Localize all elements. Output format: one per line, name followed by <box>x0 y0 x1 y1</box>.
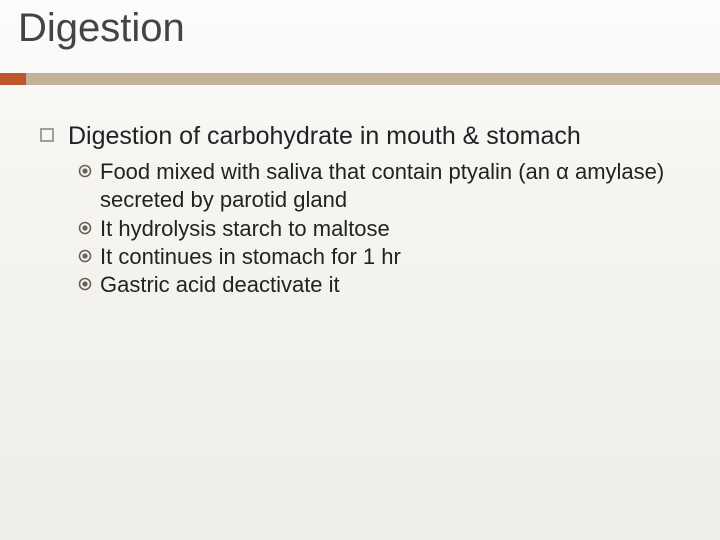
heading-text: Digestion of carbohydrate in mouth & sto… <box>68 121 581 152</box>
heading-row: Digestion of carbohydrate in mouth & sto… <box>40 121 698 152</box>
list-item: It hydrolysis starch to maltose <box>78 215 698 243</box>
slide: Digestion Digestion of carbohydrate in m… <box>0 0 720 540</box>
title-area: Digestion <box>0 0 720 51</box>
slide-title: Digestion <box>18 6 720 51</box>
list-item: Food mixed with saliva that contain ptya… <box>78 158 698 214</box>
content-area: Digestion of carbohydrate in mouth & sto… <box>0 85 720 299</box>
dot-bullet-icon <box>78 277 92 291</box>
title-underline <box>0 73 720 85</box>
bullet-list: Food mixed with saliva that contain ptya… <box>40 156 698 299</box>
bullet-text: It hydrolysis starch to maltose <box>100 215 390 243</box>
dot-bullet-icon <box>78 164 92 178</box>
list-item: It continues in stomach for 1 hr <box>78 243 698 271</box>
dot-bullet-icon <box>78 221 92 235</box>
list-item: Gastric acid deactivate it <box>78 271 698 299</box>
bullet-text: Food mixed with saliva that contain ptya… <box>100 158 698 214</box>
dot-bullet-icon <box>78 249 92 263</box>
bullet-text: Gastric acid deactivate it <box>100 271 340 299</box>
square-bullet-icon <box>40 128 54 142</box>
title-underline-accent <box>0 73 26 85</box>
bullet-text: It continues in stomach for 1 hr <box>100 243 401 271</box>
